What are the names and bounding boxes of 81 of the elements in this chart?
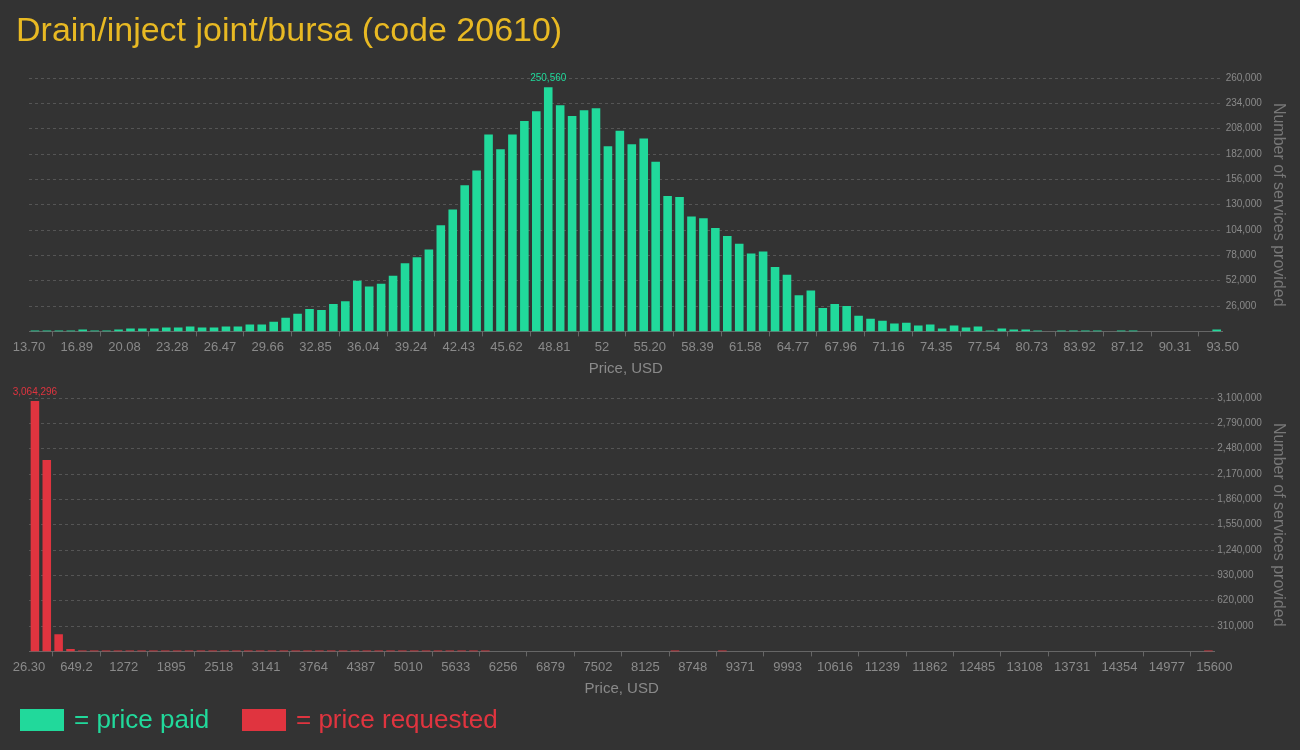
- x-tick-label: 93.50: [1206, 338, 1239, 354]
- chart-title: Drain/inject joint/bursa (code 20610): [16, 10, 563, 49]
- x-tick-label: 14354: [1101, 658, 1138, 674]
- y-tick-label: 3,100,000: [1217, 391, 1263, 403]
- x-tick-label: 61.58: [728, 338, 762, 354]
- legend-label: = price paid: [74, 704, 210, 735]
- x-tick-label: 8125: [630, 658, 660, 674]
- x-tick-label: 13731: [1054, 658, 1091, 674]
- x-tick-label: 11239: [864, 658, 901, 674]
- x-tick-label: 5633: [441, 658, 471, 674]
- x-tick-label: 4387: [346, 658, 376, 674]
- y-tick-label: 620,000: [1217, 594, 1254, 606]
- x-tick-label: 55.20: [633, 338, 666, 354]
- y-tick-label: 26,000: [1225, 299, 1257, 311]
- x-tick-label: 6879: [536, 658, 565, 674]
- x-tick-label: 6256: [488, 658, 518, 674]
- y-tick-label: 208,000: [1225, 122, 1263, 134]
- x-tick-label: 26.47: [203, 338, 237, 354]
- x-tick-label: 42.43: [442, 338, 475, 354]
- x-tick-label: 7502: [583, 658, 613, 674]
- x-tick-label: 13.70: [12, 338, 46, 354]
- x-tick-label: 32.85: [299, 338, 332, 354]
- x-tick-label: 71.16: [872, 338, 905, 354]
- x-tick-label: 3141: [251, 658, 281, 674]
- x-tick-label: 64.77: [776, 338, 810, 354]
- x-tick-label: 29.66: [251, 338, 284, 354]
- x-tick-label: 8748: [678, 658, 708, 674]
- y-tick-label: 182,000: [1225, 147, 1263, 159]
- x-tick-label: 9993: [773, 658, 803, 674]
- y-tick-label: 2,790,000: [1217, 417, 1263, 429]
- x-tick-label: 3764: [299, 658, 328, 674]
- y-axis-title: Number of services provided: [1270, 102, 1288, 307]
- y-tick-label: 2,170,000: [1217, 467, 1263, 479]
- y-tick-label: 260,000: [1225, 71, 1263, 83]
- y-tick-label: 234,000: [1225, 97, 1263, 109]
- annotation: 3,064,296: [12, 385, 58, 397]
- x-tick-label: 9371: [725, 658, 755, 674]
- y-tick-label: 156,000: [1225, 173, 1263, 185]
- x-tick-label: 16.89: [60, 338, 94, 354]
- x-tick-label: 87.12: [1110, 338, 1144, 354]
- x-tick-label: 77.54: [967, 338, 1001, 354]
- x-tick-label: 90.31: [1158, 338, 1192, 354]
- x-tick-label: 13108: [1006, 658, 1043, 674]
- x-tick-label: 23.28: [155, 338, 189, 354]
- x-tick-label: 67.96: [824, 338, 857, 354]
- x-tick-label: 5010: [393, 658, 423, 674]
- y-tick-label: 52,000: [1225, 274, 1257, 286]
- y-tick-label: 1,550,000: [1217, 518, 1263, 530]
- x-tick-label: 36.04: [346, 338, 380, 354]
- y-axis-title: Number of services provided: [1270, 422, 1288, 627]
- y-tick-label: 2,480,000: [1217, 442, 1263, 454]
- x-tick-label: 58.39: [681, 338, 714, 354]
- y-tick-label: 104,000: [1225, 223, 1263, 235]
- x-tick-label: 48.81: [537, 338, 571, 354]
- x-tick-label: 15600: [1196, 658, 1233, 674]
- x-tick-label: 1272: [109, 658, 139, 674]
- x-axis-title: Price, USD: [584, 679, 659, 697]
- x-tick-label: 26.30: [12, 658, 46, 674]
- x-tick-label: 1895: [156, 658, 186, 674]
- y-tick-label: 130,000: [1225, 198, 1263, 210]
- x-tick-label: 20.08: [108, 338, 141, 354]
- x-tick-label: 11862: [912, 658, 948, 674]
- x-tick-label: 649.2: [60, 658, 93, 674]
- y-tick-label: 78,000: [1225, 249, 1257, 261]
- y-tick-label: 1,860,000: [1217, 493, 1263, 505]
- x-tick-label: 83.92: [1063, 338, 1096, 354]
- x-tick-label: 74.35: [919, 338, 953, 354]
- y-tick-label: 930,000: [1217, 569, 1254, 581]
- x-tick-label: 10616: [816, 658, 854, 674]
- x-tick-label: 80.73: [1015, 338, 1048, 354]
- x-tick-label: 39.24: [394, 338, 428, 354]
- y-tick-label: 310,000: [1217, 619, 1254, 631]
- annotation: 250,560: [530, 71, 567, 83]
- legend-label: = price requested: [296, 704, 498, 735]
- x-axis-title: Price, USD: [588, 359, 664, 377]
- x-tick-label: 2518: [204, 658, 234, 674]
- x-tick-label: 14977: [1148, 658, 1185, 674]
- y-tick-label: 1,240,000: [1217, 543, 1263, 555]
- x-tick-label: 12485: [959, 658, 996, 674]
- x-tick-label: 45.62: [490, 338, 523, 354]
- x-tick-label: 52: [594, 338, 610, 354]
